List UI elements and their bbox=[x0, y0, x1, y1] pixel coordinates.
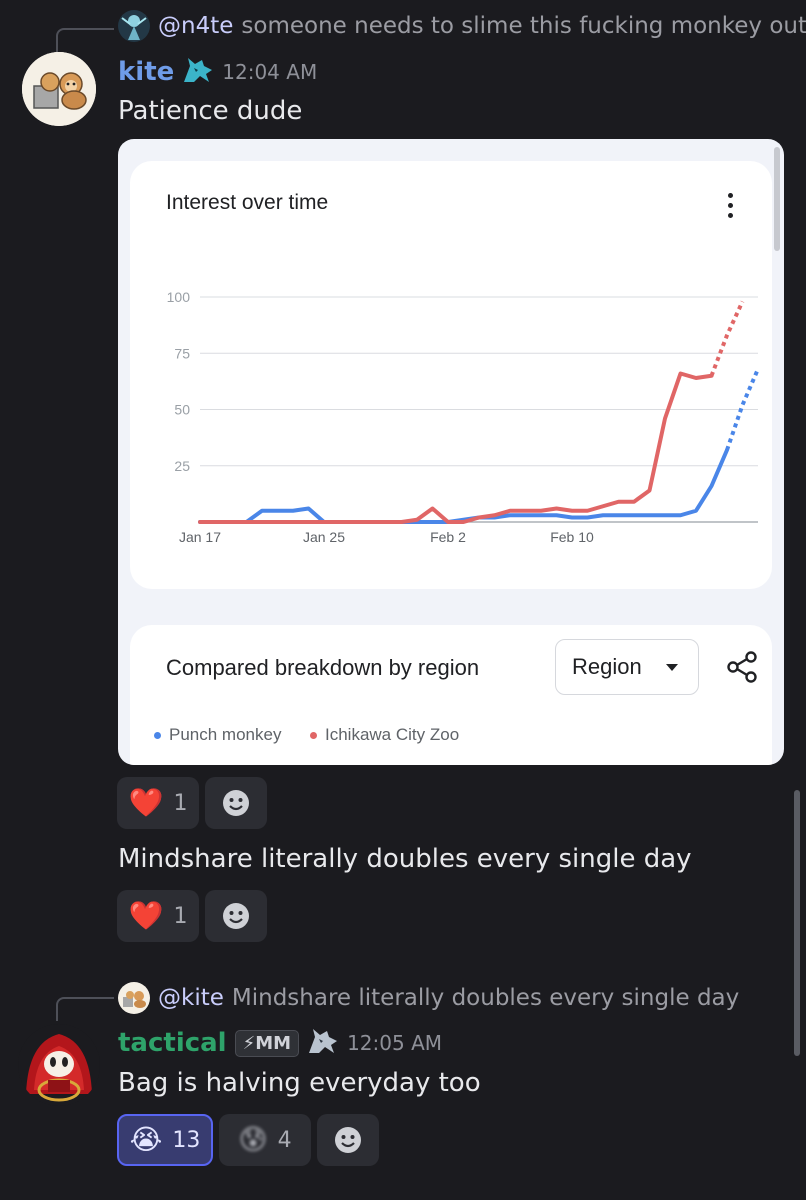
region-dropdown-label: Region bbox=[572, 654, 642, 679]
region-dropdown[interactable]: Region bbox=[555, 639, 699, 695]
message-header: kite 12:04 AM bbox=[118, 56, 317, 88]
reply-text: someone needs to slime this fucking monk… bbox=[241, 13, 806, 39]
reply-connector bbox=[56, 997, 114, 1021]
message-text: Bag is halving everyday too bbox=[118, 1068, 481, 1098]
role-tag[interactable]: ⚡MM bbox=[234, 1029, 300, 1057]
legend-dot bbox=[154, 731, 161, 739]
x-tick-label: Feb 10 bbox=[550, 529, 594, 545]
series-line-ichikawa-city-zoo bbox=[198, 371, 714, 524]
message-text: Mindshare literally doubles every single… bbox=[118, 844, 692, 874]
heart-icon: ❤️ bbox=[128, 786, 164, 819]
reply-avatar-kite bbox=[118, 982, 150, 1014]
reply-connector bbox=[56, 28, 114, 52]
reply-text: Mindshare literally doubles every single… bbox=[231, 985, 740, 1011]
y-tick-label: 25 bbox=[174, 458, 190, 474]
y-tick-label: 100 bbox=[167, 289, 191, 305]
chevron-down-icon bbox=[666, 664, 678, 671]
page-scrollbar[interactable] bbox=[794, 790, 800, 1056]
embedded-image[interactable]: Interest over time 100 75 50 25 Jan 17 Jan 25… bbox=[118, 139, 784, 765]
reaction-sob[interactable]: 😭 13 bbox=[117, 1114, 213, 1166]
series-line-punch-monkey bbox=[198, 448, 729, 524]
share-icon[interactable] bbox=[726, 651, 758, 683]
avatar-kite[interactable] bbox=[22, 52, 96, 126]
reply-preview[interactable]: @kite Mindshare literally doubles every … bbox=[118, 982, 739, 1014]
reaction-custom[interactable]: 😰 4 bbox=[219, 1114, 311, 1166]
breakdown-title: Compared breakdown by region bbox=[166, 655, 480, 680]
reply-avatar-n4te bbox=[118, 10, 150, 42]
legend-label: Punch monkey bbox=[169, 725, 282, 744]
wolf-badge-icon bbox=[307, 1027, 339, 1059]
legend-label: Ichikawa City Zoo bbox=[325, 725, 460, 744]
legend-item-ichikawa-city-zoo: Ichikawa City Zoo bbox=[310, 725, 459, 745]
sob-emoji-icon: 😭 bbox=[129, 1123, 163, 1156]
add-reaction-button[interactable] bbox=[205, 777, 267, 829]
legend-dot bbox=[310, 731, 317, 739]
blurred-face-icon: 😰 bbox=[238, 1123, 268, 1156]
add-reaction-icon bbox=[335, 1127, 361, 1153]
series-partial-punch-monkey bbox=[725, 368, 760, 451]
more-options-icon[interactable] bbox=[726, 193, 734, 218]
reply-username[interactable]: @kite bbox=[158, 985, 224, 1011]
reaction-heart[interactable]: ❤️ 1 bbox=[117, 777, 199, 829]
x-tick-label: Jan 25 bbox=[303, 529, 345, 545]
add-reaction-button[interactable] bbox=[317, 1114, 379, 1166]
message-header: tactical ⚡MM 12:05 AM bbox=[118, 1027, 442, 1059]
add-reaction-icon bbox=[223, 903, 249, 929]
username[interactable]: kite bbox=[118, 57, 175, 87]
legend-item-punch-monkey: Punch monkey bbox=[154, 725, 281, 745]
reaction-count: 1 bbox=[173, 903, 188, 929]
embed-scrollbar[interactable] bbox=[774, 147, 780, 251]
x-tick-label: Jan 17 bbox=[179, 529, 221, 545]
reply-preview[interactable]: @n4te someone needs to slime this fuckin… bbox=[118, 10, 806, 42]
add-reaction-button[interactable] bbox=[205, 890, 267, 942]
breakdown-card: Compared breakdown by region Region Punc… bbox=[130, 625, 772, 765]
username[interactable]: tactical bbox=[118, 1028, 227, 1058]
interest-chart-card: Interest over time 100 75 50 25 Jan 17 Jan 25… bbox=[130, 161, 772, 589]
chart-title: Interest over time bbox=[166, 191, 329, 214]
timestamp: 12:05 AM bbox=[347, 1031, 443, 1055]
heart-icon: ❤️ bbox=[128, 899, 164, 932]
y-tick-label: 75 bbox=[174, 345, 190, 361]
add-reaction-icon bbox=[223, 790, 249, 816]
reaction-heart[interactable]: ❤️ 1 bbox=[117, 890, 199, 942]
y-tick-label: 50 bbox=[174, 402, 190, 418]
reaction-count: 4 bbox=[277, 1127, 292, 1153]
reaction-count: 1 bbox=[173, 790, 188, 816]
avatar-tactical[interactable] bbox=[18, 1024, 100, 1106]
wolf-badge-icon bbox=[182, 56, 214, 88]
reply-username[interactable]: @n4te bbox=[158, 13, 234, 39]
timestamp: 12:04 AM bbox=[222, 60, 318, 84]
reaction-count: 13 bbox=[172, 1127, 201, 1153]
interest-line-chart: 100 75 50 25 Jan 17 Jan 25 Feb 2 Feb 10 bbox=[167, 289, 760, 545]
series-partial-ichikawa-city-zoo bbox=[709, 300, 745, 377]
message-text: Patience dude bbox=[118, 96, 303, 126]
x-tick-label: Feb 2 bbox=[430, 529, 466, 545]
